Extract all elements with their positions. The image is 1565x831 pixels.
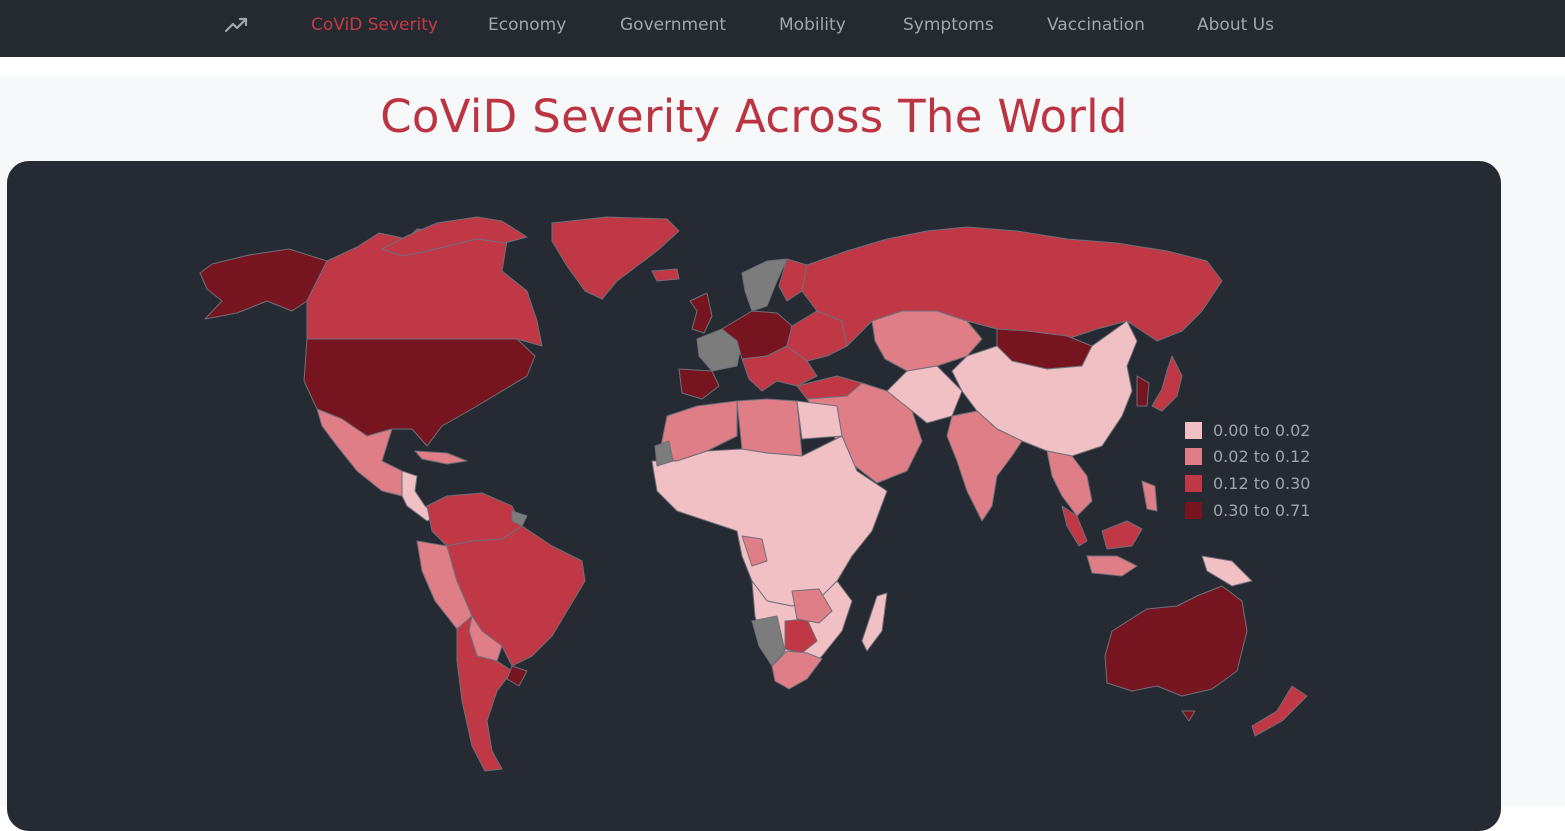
region-south-africa[interactable] [771, 650, 823, 690]
region-southeast-asia[interactable] [1046, 450, 1093, 517]
legend-label: 0.02 to 0.12 [1213, 447, 1311, 467]
region-brazil[interactable] [446, 525, 586, 667]
legend-label: 0.00 to 0.02 [1213, 420, 1311, 440]
world-map-panel: 0.00 to 0.02 0.02 to 0.12 0.12 to 0.30 0… [7, 161, 1501, 831]
region-scandinavia[interactable] [741, 258, 788, 312]
region-guianas[interactable] [511, 510, 528, 527]
world-choropleth-map[interactable] [7, 161, 1501, 831]
region-caribbean[interactable] [414, 450, 468, 465]
map-legend: 0.00 to 0.02 0.02 to 0.12 0.12 to 0.30 0… [1185, 417, 1310, 523]
region-alaska[interactable] [199, 248, 328, 320]
region-malay-peninsula[interactable] [1061, 505, 1088, 547]
region-italy-balkans[interactable] [741, 345, 818, 392]
region-indonesia[interactable] [1086, 555, 1138, 577]
page-title: CoViD Severity Across The World [380, 90, 1128, 143]
region-arctic-islands[interactable] [381, 216, 528, 257]
nav-vaccination[interactable]: Vaccination [1047, 15, 1145, 35]
nav-government[interactable]: Government [620, 15, 727, 35]
legend-swatch [1185, 474, 1202, 492]
region-namibia[interactable] [751, 615, 786, 667]
region-india[interactable] [946, 410, 1023, 522]
legend-item[interactable]: 0.30 to 0.71 [1185, 497, 1310, 524]
region-argentina-chile[interactable] [456, 615, 513, 772]
region-uruguay[interactable] [506, 665, 528, 687]
region-russia[interactable] [801, 226, 1223, 347]
legend-label: 0.12 to 0.30 [1213, 473, 1311, 493]
legend-item[interactable]: 0.12 to 0.30 [1185, 470, 1310, 497]
nav-economy[interactable]: Economy [488, 15, 567, 35]
region-philippines[interactable] [1141, 480, 1158, 512]
region-sahel-west-africa[interactable] [651, 435, 888, 607]
region-finland[interactable] [778, 258, 808, 302]
legend-swatch [1185, 501, 1202, 519]
region-central-africa-west[interactable] [741, 535, 768, 567]
nav-symptoms[interactable]: Symptoms [903, 15, 994, 35]
region-new-zealand[interactable] [1251, 685, 1308, 737]
top-navbar: CoViD Severity Economy Government Mobili… [0, 0, 1565, 57]
region-japan[interactable] [1151, 355, 1183, 412]
region-australia[interactable] [1104, 585, 1248, 697]
region-egypt[interactable] [796, 400, 843, 440]
region-iran-afghanistan[interactable] [886, 365, 963, 424]
nav-mobility[interactable]: Mobility [779, 15, 846, 35]
trending-up-icon[interactable] [222, 13, 252, 37]
legend-swatch [1185, 448, 1202, 466]
region-borneo[interactable] [1101, 520, 1143, 550]
region-papua[interactable] [1201, 555, 1253, 587]
region-madagascar[interactable] [861, 592, 888, 652]
region-uk-ireland[interactable] [689, 292, 713, 334]
legend-swatch [1185, 421, 1202, 439]
legend-item[interactable]: 0.02 to 0.12 [1185, 444, 1310, 471]
nav-about-us[interactable]: About Us [1197, 15, 1274, 35]
region-west-sahara[interactable] [654, 440, 674, 467]
region-iberia[interactable] [678, 368, 720, 400]
region-iceland[interactable] [651, 268, 680, 282]
region-tasmania[interactable] [1181, 710, 1196, 722]
legend-item[interactable]: 0.00 to 0.02 [1185, 417, 1310, 444]
region-korea[interactable] [1136, 375, 1150, 407]
legend-label: 0.30 to 0.71 [1213, 500, 1311, 520]
region-greenland[interactable] [551, 216, 680, 300]
region-mozambique-zambia[interactable] [791, 588, 833, 624]
region-north-africa-east[interactable] [736, 398, 803, 457]
nav-covid-severity[interactable]: CoViD Severity [311, 15, 438, 35]
